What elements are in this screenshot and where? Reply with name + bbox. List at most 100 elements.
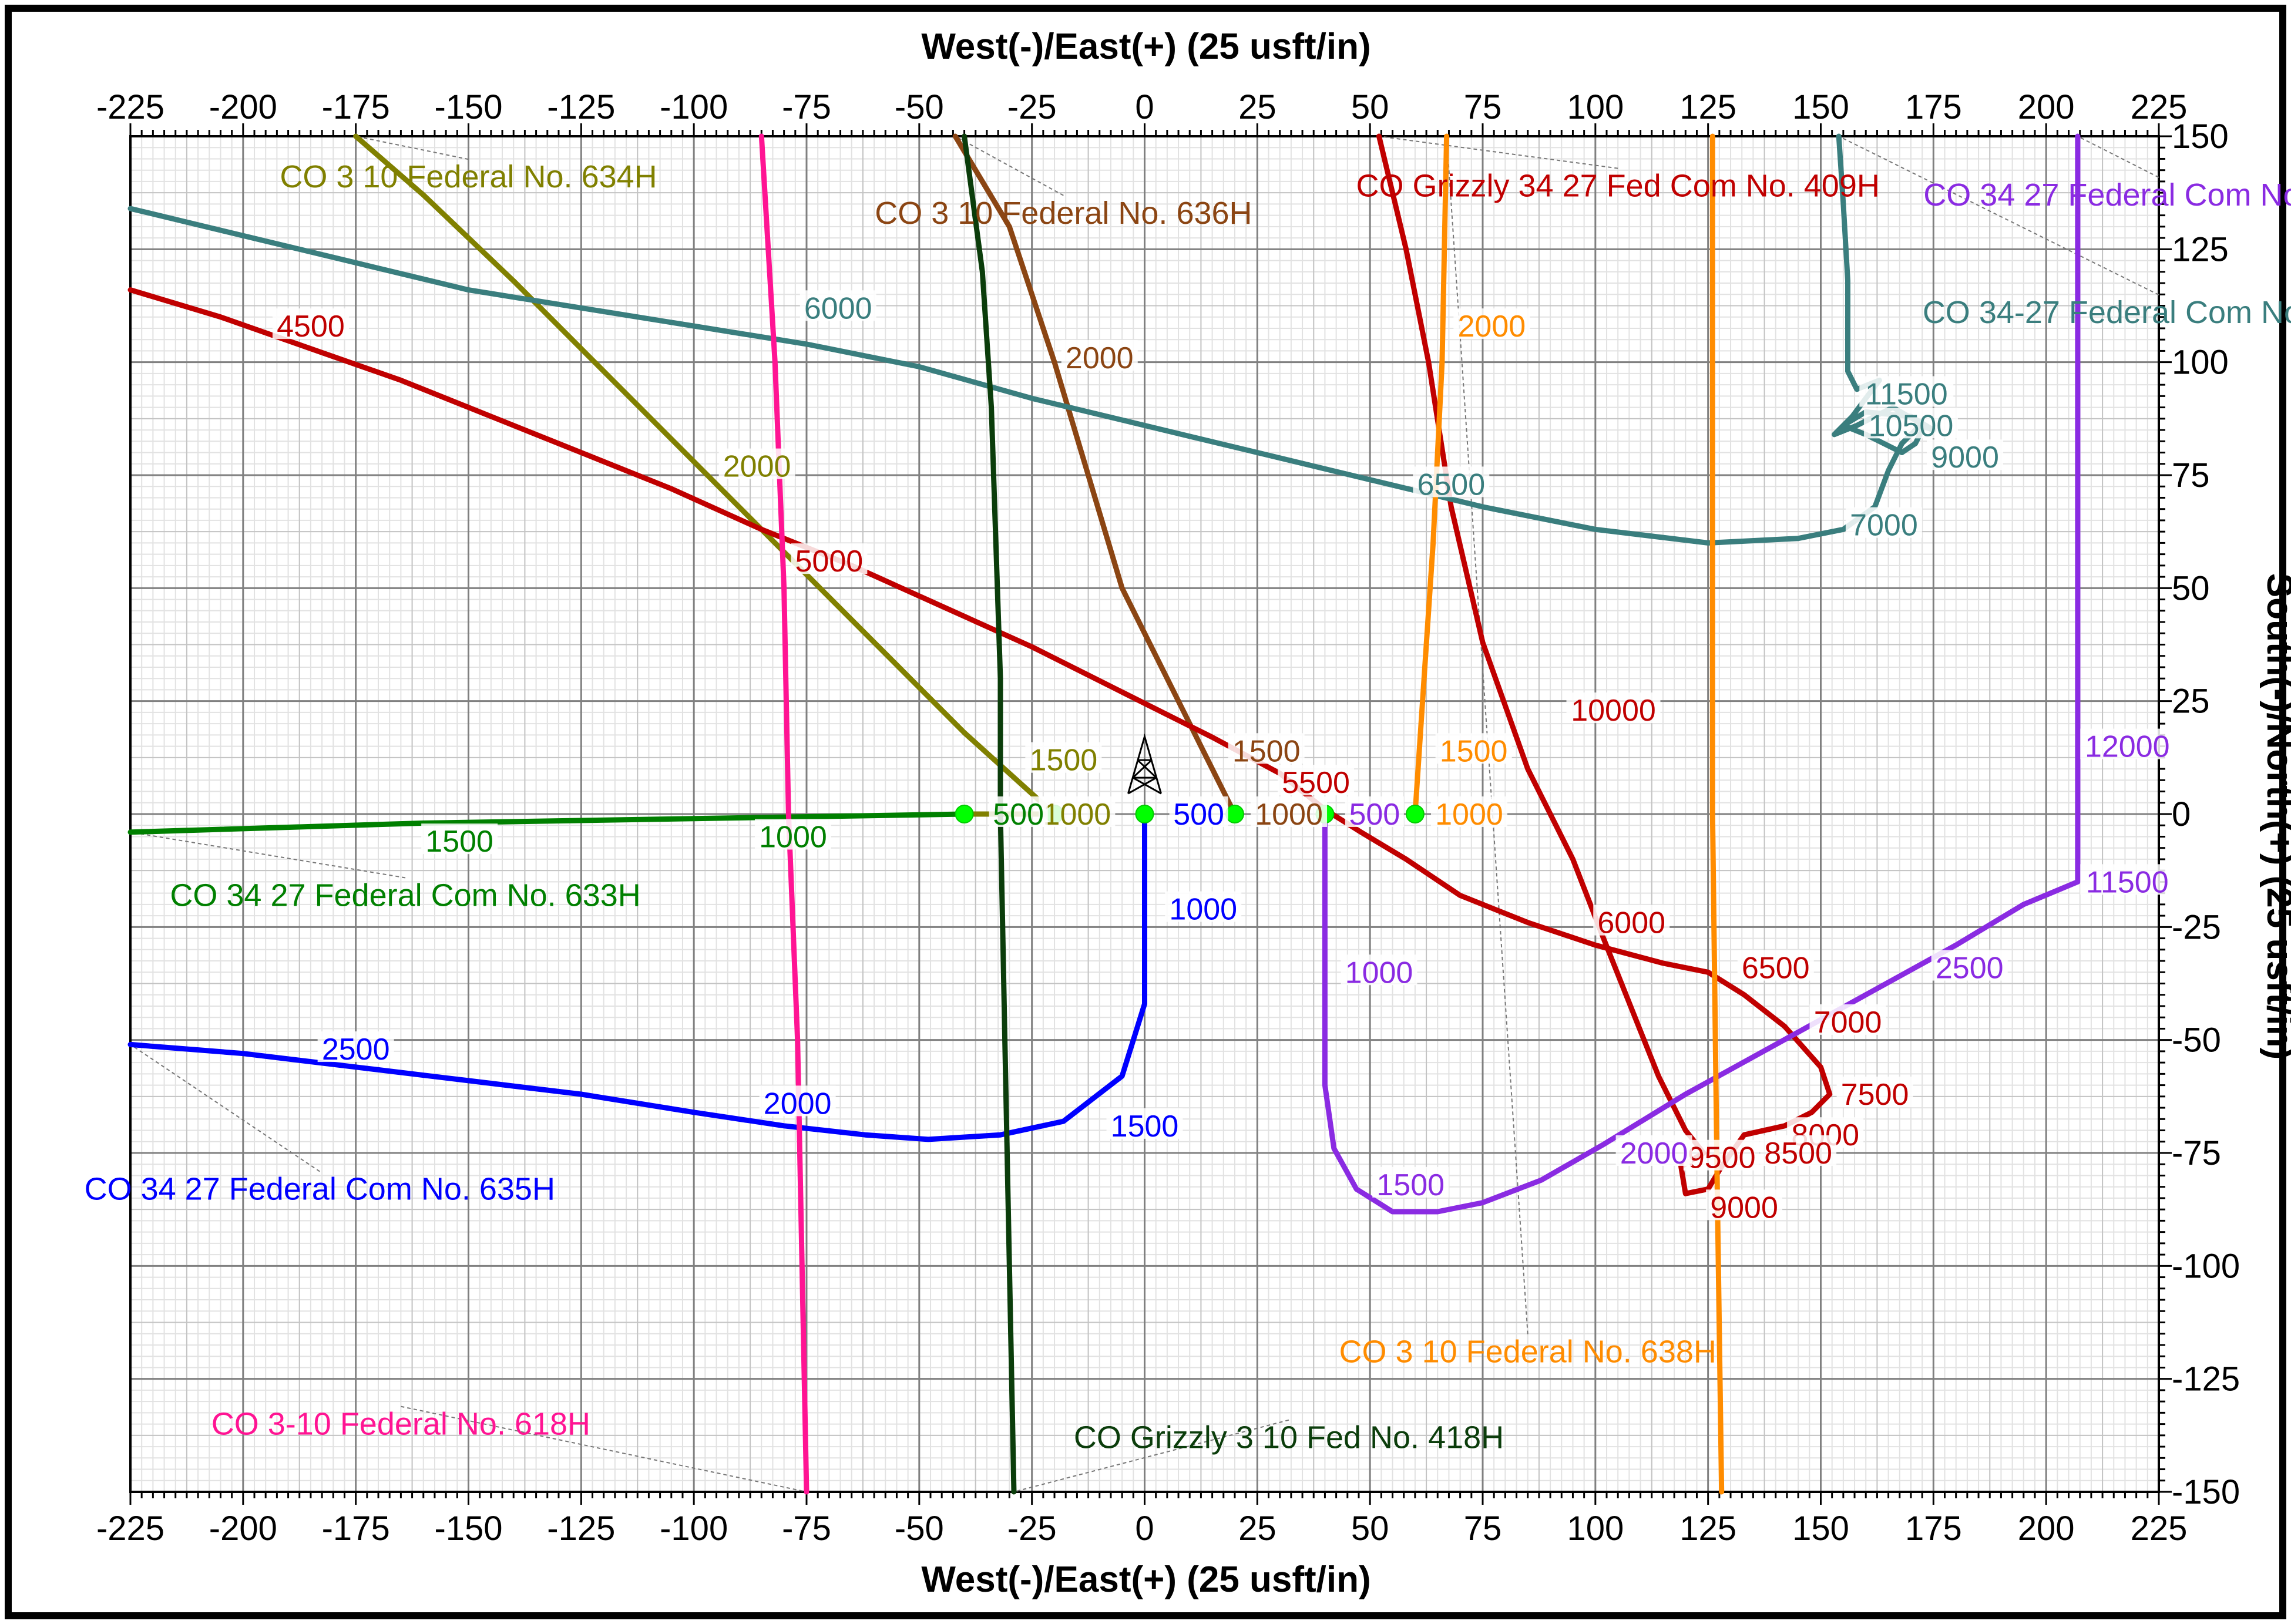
y-tick-label: -100 <box>2172 1247 2240 1285</box>
well-label: CO 3 10 Federal No. 638H <box>1339 1334 1716 1370</box>
depth-label: 2000 <box>723 450 791 484</box>
x-tick-label-top: -200 <box>209 88 277 126</box>
depth-label-bg <box>1435 733 1512 764</box>
depth-label: 7000 <box>1850 509 1918 543</box>
x-tick-label-bottom: 150 <box>1792 1509 1849 1548</box>
well-path-3 <box>1322 133 2081 1215</box>
well-labels: CO 3 10 Federal No. 634H CO 3 10 Federal … <box>85 159 2291 1455</box>
well-label: CO 3 10 Federal No. 636H <box>875 196 1252 231</box>
depth-label: 1500 <box>1376 1168 1445 1202</box>
rig-derrick-icon <box>1127 733 1162 795</box>
depth-label-bg <box>1593 905 1670 936</box>
depth-labels: 1000 1500 2000 1000 1500 2000 4500 5000 5500 6000… <box>272 290 2175 1225</box>
x-tick-label-top: 25 <box>1238 88 1276 126</box>
x-axis-title-top: West(-)/East(+) (25 usft/in) <box>921 26 1370 67</box>
depth-label: 2000 <box>1458 310 1526 344</box>
depth-label-bg <box>1809 1004 1886 1035</box>
y-tick-label: -75 <box>2172 1134 2221 1172</box>
well-label: CO 3-10 Federal No. 618H <box>211 1407 590 1442</box>
well-label: CO 3 10 Federal No. 634H <box>280 159 657 194</box>
depth-label: 1000 <box>1255 798 1323 832</box>
depth-label: 9500 <box>1688 1141 1756 1175</box>
y-tick-label: -125 <box>2172 1360 2240 1398</box>
y-axis-title: South(-)/North(+) (25 usft/in) <box>2259 573 2291 1060</box>
depth-label-bg <box>1106 1108 1183 1139</box>
depth-label-bg <box>1228 733 1305 764</box>
depth-label: 6000 <box>804 291 872 325</box>
depth-label: 6500 <box>1742 951 1810 986</box>
x-tick-label-bottom: -50 <box>895 1509 944 1548</box>
depth-label: 2500 <box>322 1033 390 1067</box>
depth-label-bg <box>800 290 876 321</box>
y-tick-label: 50 <box>2172 569 2210 607</box>
origin-marker <box>1405 805 1425 823</box>
well-label: CO 34 27 Federal Com No. 637H <box>1923 177 2291 213</box>
depth-label-bg <box>1760 1135 1837 1166</box>
well-path-8 <box>127 811 1147 1142</box>
x-tick-label-top: -225 <box>96 88 164 126</box>
well-label: CO Grizzly 3 10 Fed No. 418H <box>1074 1420 1504 1455</box>
x-axis-title-bottom: West(-)/East(+) (25 usft/in) <box>921 1559 1370 1600</box>
well-label-leader <box>401 1406 807 1492</box>
x-tick-label-top: 0 <box>1135 88 1154 126</box>
x-tick-label-bottom: 200 <box>2018 1509 2075 1548</box>
depth-label-bg <box>989 796 1048 827</box>
x-tick-label-top: -50 <box>895 88 944 126</box>
depth-label-bg <box>1706 1189 1783 1220</box>
x-tick-label-top: 200 <box>2018 88 2075 126</box>
depth-label-bg <box>1615 1135 1692 1166</box>
x-tick-label-bottom: -175 <box>322 1509 390 1548</box>
well-path-9 <box>758 133 809 1495</box>
depth-label: 4500 <box>277 310 345 344</box>
depth-label: 9000 <box>1931 441 1999 475</box>
y-tick-label: 125 <box>2172 230 2229 268</box>
depth-label: 10500 <box>1869 409 1954 443</box>
well-label: CO Grizzly 34 27 Fed Com No. 409H <box>1356 169 1880 204</box>
depth-label: 500 <box>993 798 1044 832</box>
depth-label-bg <box>1927 439 2004 470</box>
y-tick-label: -50 <box>2172 1021 2221 1060</box>
well-label-leader <box>130 1044 320 1172</box>
well-label: CO 34 27 Federal Com No. 635H <box>85 1172 555 1207</box>
well-path-7 <box>127 811 968 835</box>
well-label-leader <box>2077 136 2159 178</box>
depth-label-bg <box>1251 796 1328 827</box>
well-label-leader <box>955 136 1064 196</box>
depth-label: 9000 <box>1710 1191 1778 1225</box>
depth-label-bg <box>759 1085 836 1117</box>
x-tick-label-top: 75 <box>1464 88 1502 126</box>
depth-label: 1000 <box>1043 798 1111 832</box>
x-tick-label-bottom: -225 <box>96 1509 164 1548</box>
x-tick-label-top: -175 <box>322 88 390 126</box>
x-tick-label-bottom: -150 <box>434 1509 502 1548</box>
x-tick-label-bottom: 175 <box>1905 1509 1962 1548</box>
x-tick-label-top: 225 <box>2131 88 2188 126</box>
well-label-leader <box>130 831 406 879</box>
depth-label-bg <box>1845 507 1922 538</box>
well-label-leader <box>1013 1419 1289 1492</box>
depth-label-bg <box>2080 864 2175 895</box>
depth-label: 8500 <box>1764 1137 1832 1171</box>
y-tick-label: -150 <box>2172 1473 2240 1511</box>
depth-label-bg <box>1430 796 1507 827</box>
x-tick-label-bottom: -100 <box>660 1509 728 1548</box>
y-tick-label: 75 <box>2172 456 2210 495</box>
depth-label-bg <box>791 543 868 574</box>
x-tick-label-top: 125 <box>1679 88 1736 126</box>
x-tick-label-top: 100 <box>1567 88 1624 126</box>
well-path-10 <box>962 133 1017 1495</box>
x-tick-label-top: -125 <box>547 88 615 126</box>
depth-label: 2000 <box>1620 1137 1688 1171</box>
depth-label: 1500 <box>425 825 493 859</box>
rig-icon <box>1127 733 1162 795</box>
x-tick-label-bottom: 225 <box>2131 1509 2188 1548</box>
well-path-0 <box>353 133 1057 817</box>
depth-label-bg <box>1341 954 1417 986</box>
x-tick-label-bottom: 0 <box>1135 1509 1154 1548</box>
outer-border <box>5 5 2286 1619</box>
x-tick-label-bottom: -75 <box>782 1509 831 1548</box>
well-path-6 <box>1709 133 1725 1495</box>
depth-label-bg <box>1413 466 1490 497</box>
origin-marker <box>1135 805 1154 823</box>
depth-label-bg <box>1683 1139 1760 1171</box>
